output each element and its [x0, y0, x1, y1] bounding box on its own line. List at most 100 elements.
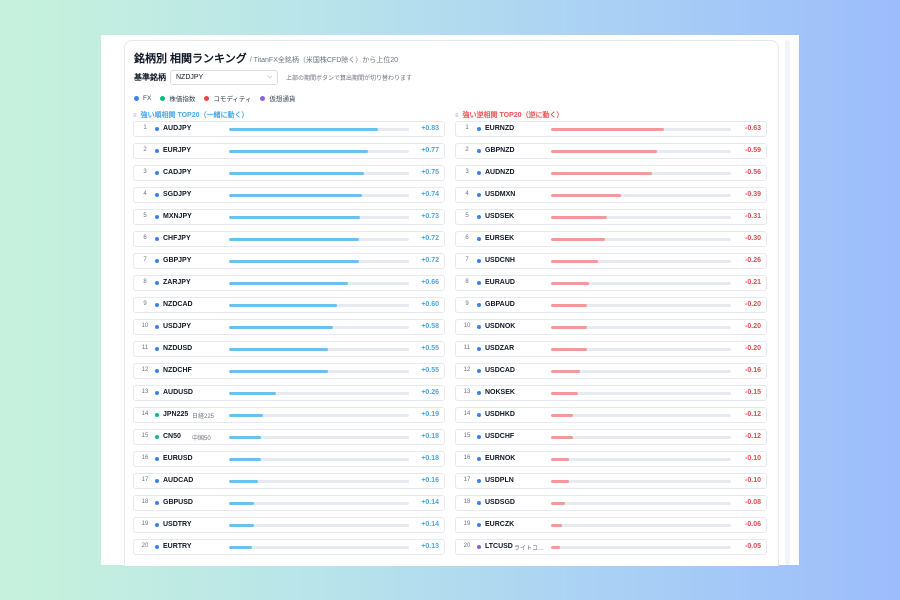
- correlation-bar-track: [229, 194, 409, 197]
- ranking-row[interactable]: 20 LTCUSD ライトコ… -0.05: [455, 539, 767, 555]
- symbol-name: GBPJPY: [163, 257, 192, 264]
- scrollbar[interactable]: [785, 40, 790, 565]
- correlation-value: +0.13: [421, 543, 439, 550]
- correlation-bar-fill: [229, 260, 359, 263]
- positive-section-heading[interactable]: ≡ 強い順相関 TOP20（一緒に動く）: [133, 110, 249, 120]
- ranking-row[interactable]: 1 AUDJPY +0.83: [133, 121, 445, 137]
- ranking-row[interactable]: 3 CADJPY +0.75: [133, 165, 445, 181]
- correlation-ranking-card: 銘柄別 相関ランキング / TitanFX全銘柄（米国株CFD除く）から上位20 …: [124, 40, 779, 566]
- symbol-name: EURSEK: [485, 235, 515, 242]
- correlation-bar-track: [551, 370, 731, 373]
- ranking-row[interactable]: 10 USDJPY +0.58: [133, 319, 445, 335]
- negative-section-heading[interactable]: ≡ 強い逆相関 TOP20（逆に動く）: [455, 110, 564, 120]
- legend-item-fx: FX: [134, 95, 151, 102]
- category-dot-icon: [155, 237, 159, 241]
- ranking-row[interactable]: 15 USDCHF -0.12: [455, 429, 767, 445]
- category-dot-icon: [477, 545, 481, 549]
- symbol-name: EURAUD: [485, 279, 515, 286]
- ranking-row[interactable]: 11 NZDUSD +0.55: [133, 341, 445, 357]
- rank-number: 2: [465, 147, 469, 153]
- ranking-row[interactable]: 18 USDSGD -0.08: [455, 495, 767, 511]
- ranking-row[interactable]: 9 GBPAUD -0.20: [455, 297, 767, 313]
- ranking-row[interactable]: 12 USDCAD -0.16: [455, 363, 767, 379]
- ranking-row[interactable]: 9 NZDCAD +0.60: [133, 297, 445, 313]
- correlation-value: +0.19: [421, 411, 439, 418]
- ranking-row[interactable]: 8 EURAUD -0.21: [455, 275, 767, 291]
- symbol-name: NOKSEK: [485, 389, 515, 396]
- symbol-name: AUDNZD: [485, 169, 515, 176]
- category-dot-icon: [477, 369, 481, 373]
- ranking-row[interactable]: 7 GBPJPY +0.72: [133, 253, 445, 269]
- ranking-row[interactable]: 16 EURUSD +0.18: [133, 451, 445, 467]
- ranking-row[interactable]: 2 EURJPY +0.77: [133, 143, 445, 159]
- ranking-row[interactable]: 20 EURTRY +0.13: [133, 539, 445, 555]
- correlation-bar-fill: [229, 480, 258, 483]
- rank-number: 12: [463, 367, 471, 373]
- ranking-row[interactable]: 4 SGDJPY +0.74: [133, 187, 445, 203]
- category-dot-icon: [477, 413, 481, 417]
- category-dot-icon: [477, 435, 481, 439]
- ranking-row[interactable]: 13 NOKSEK -0.15: [455, 385, 767, 401]
- correlation-bar-track: [229, 304, 409, 307]
- base-symbol-select[interactable]: NZDJPY ⌵: [170, 69, 278, 85]
- correlation-bar-fill: [229, 172, 364, 175]
- correlation-bar-track: [229, 546, 409, 549]
- negative-correlation-list: 1 EURNZD -0.63 2 GBPNZD -0.59 3 AUDNZD -0.56 4 USD…: [455, 121, 767, 561]
- rank-number: 5: [143, 213, 147, 219]
- correlation-value: -0.05: [745, 543, 761, 550]
- ranking-row[interactable]: 19 USDTRY +0.14: [133, 517, 445, 533]
- correlation-value: -0.16: [745, 367, 761, 374]
- correlation-bar-fill: [229, 502, 255, 505]
- ranking-row[interactable]: 17 USDPLN -0.10: [455, 473, 767, 489]
- rank-number: 6: [465, 235, 469, 241]
- category-dot-icon: [155, 149, 159, 153]
- ranking-row[interactable]: 5 USDSEK -0.31: [455, 209, 767, 225]
- ranking-row[interactable]: 14 USDHKD -0.12: [455, 407, 767, 423]
- ranking-row[interactable]: 11 USDZAR -0.20: [455, 341, 767, 357]
- ranking-row[interactable]: 7 USDCNH -0.26: [455, 253, 767, 269]
- correlation-value: +0.72: [421, 257, 439, 264]
- category-dot-icon: [155, 325, 159, 329]
- rank-number: 11: [141, 345, 149, 351]
- correlation-bar-track: [551, 238, 731, 241]
- correlation-bar-fill: [229, 238, 359, 241]
- rank-number: 10: [463, 323, 471, 329]
- category-dot-icon: [477, 391, 481, 395]
- symbol-name: GBPUSD: [163, 499, 193, 506]
- ranking-row[interactable]: 17 AUDCAD +0.16: [133, 473, 445, 489]
- ranking-row[interactable]: 6 CHFJPY +0.72: [133, 231, 445, 247]
- correlation-bar-track: [551, 348, 731, 351]
- ranking-row[interactable]: 5 MXNJPY +0.73: [133, 209, 445, 225]
- ranking-row[interactable]: 12 NZDCHF +0.55: [133, 363, 445, 379]
- symbol-name: EURJPY: [163, 147, 192, 154]
- correlation-value: +0.75: [421, 169, 439, 176]
- ranking-row[interactable]: 19 EURCZK -0.06: [455, 517, 767, 533]
- collapse-icon: ≡: [133, 113, 137, 119]
- correlation-bar-fill: [551, 546, 560, 549]
- ranking-row[interactable]: 14 JPN225 日経225 +0.19: [133, 407, 445, 423]
- symbol-subtitle: 日経225: [192, 414, 215, 420]
- ranking-row[interactable]: 16 EURNOK -0.10: [455, 451, 767, 467]
- ranking-row[interactable]: 8 ZARJPY +0.66: [133, 275, 445, 291]
- correlation-bar-track: [551, 282, 731, 285]
- ranking-row[interactable]: 15 CN50 中国50 +0.18: [133, 429, 445, 445]
- ranking-row[interactable]: 18 GBPUSD +0.14: [133, 495, 445, 511]
- correlation-bar-track: [229, 436, 409, 439]
- correlation-value: +0.18: [421, 455, 439, 462]
- correlation-bar-fill: [229, 436, 262, 439]
- correlation-bar-fill: [229, 524, 255, 527]
- correlation-bar-fill: [229, 392, 276, 395]
- ranking-row[interactable]: 1 EURNZD -0.63: [455, 121, 767, 137]
- rank-number: 19: [463, 521, 471, 527]
- rank-number: 9: [465, 301, 469, 307]
- ranking-row[interactable]: 10 USDNOK -0.20: [455, 319, 767, 335]
- ranking-row[interactable]: 13 AUDUSD +0.26: [133, 385, 445, 401]
- ranking-row[interactable]: 3 AUDNZD -0.56: [455, 165, 767, 181]
- ranking-row[interactable]: 4 USDMXN -0.39: [455, 187, 767, 203]
- symbol-name: JPN225: [163, 411, 189, 418]
- category-dot-icon: [477, 237, 481, 241]
- correlation-value: -0.20: [745, 323, 761, 330]
- ranking-row[interactable]: 6 EURSEK -0.30: [455, 231, 767, 247]
- ranking-row[interactable]: 2 GBPNZD -0.59: [455, 143, 767, 159]
- correlation-value: -0.59: [745, 147, 761, 154]
